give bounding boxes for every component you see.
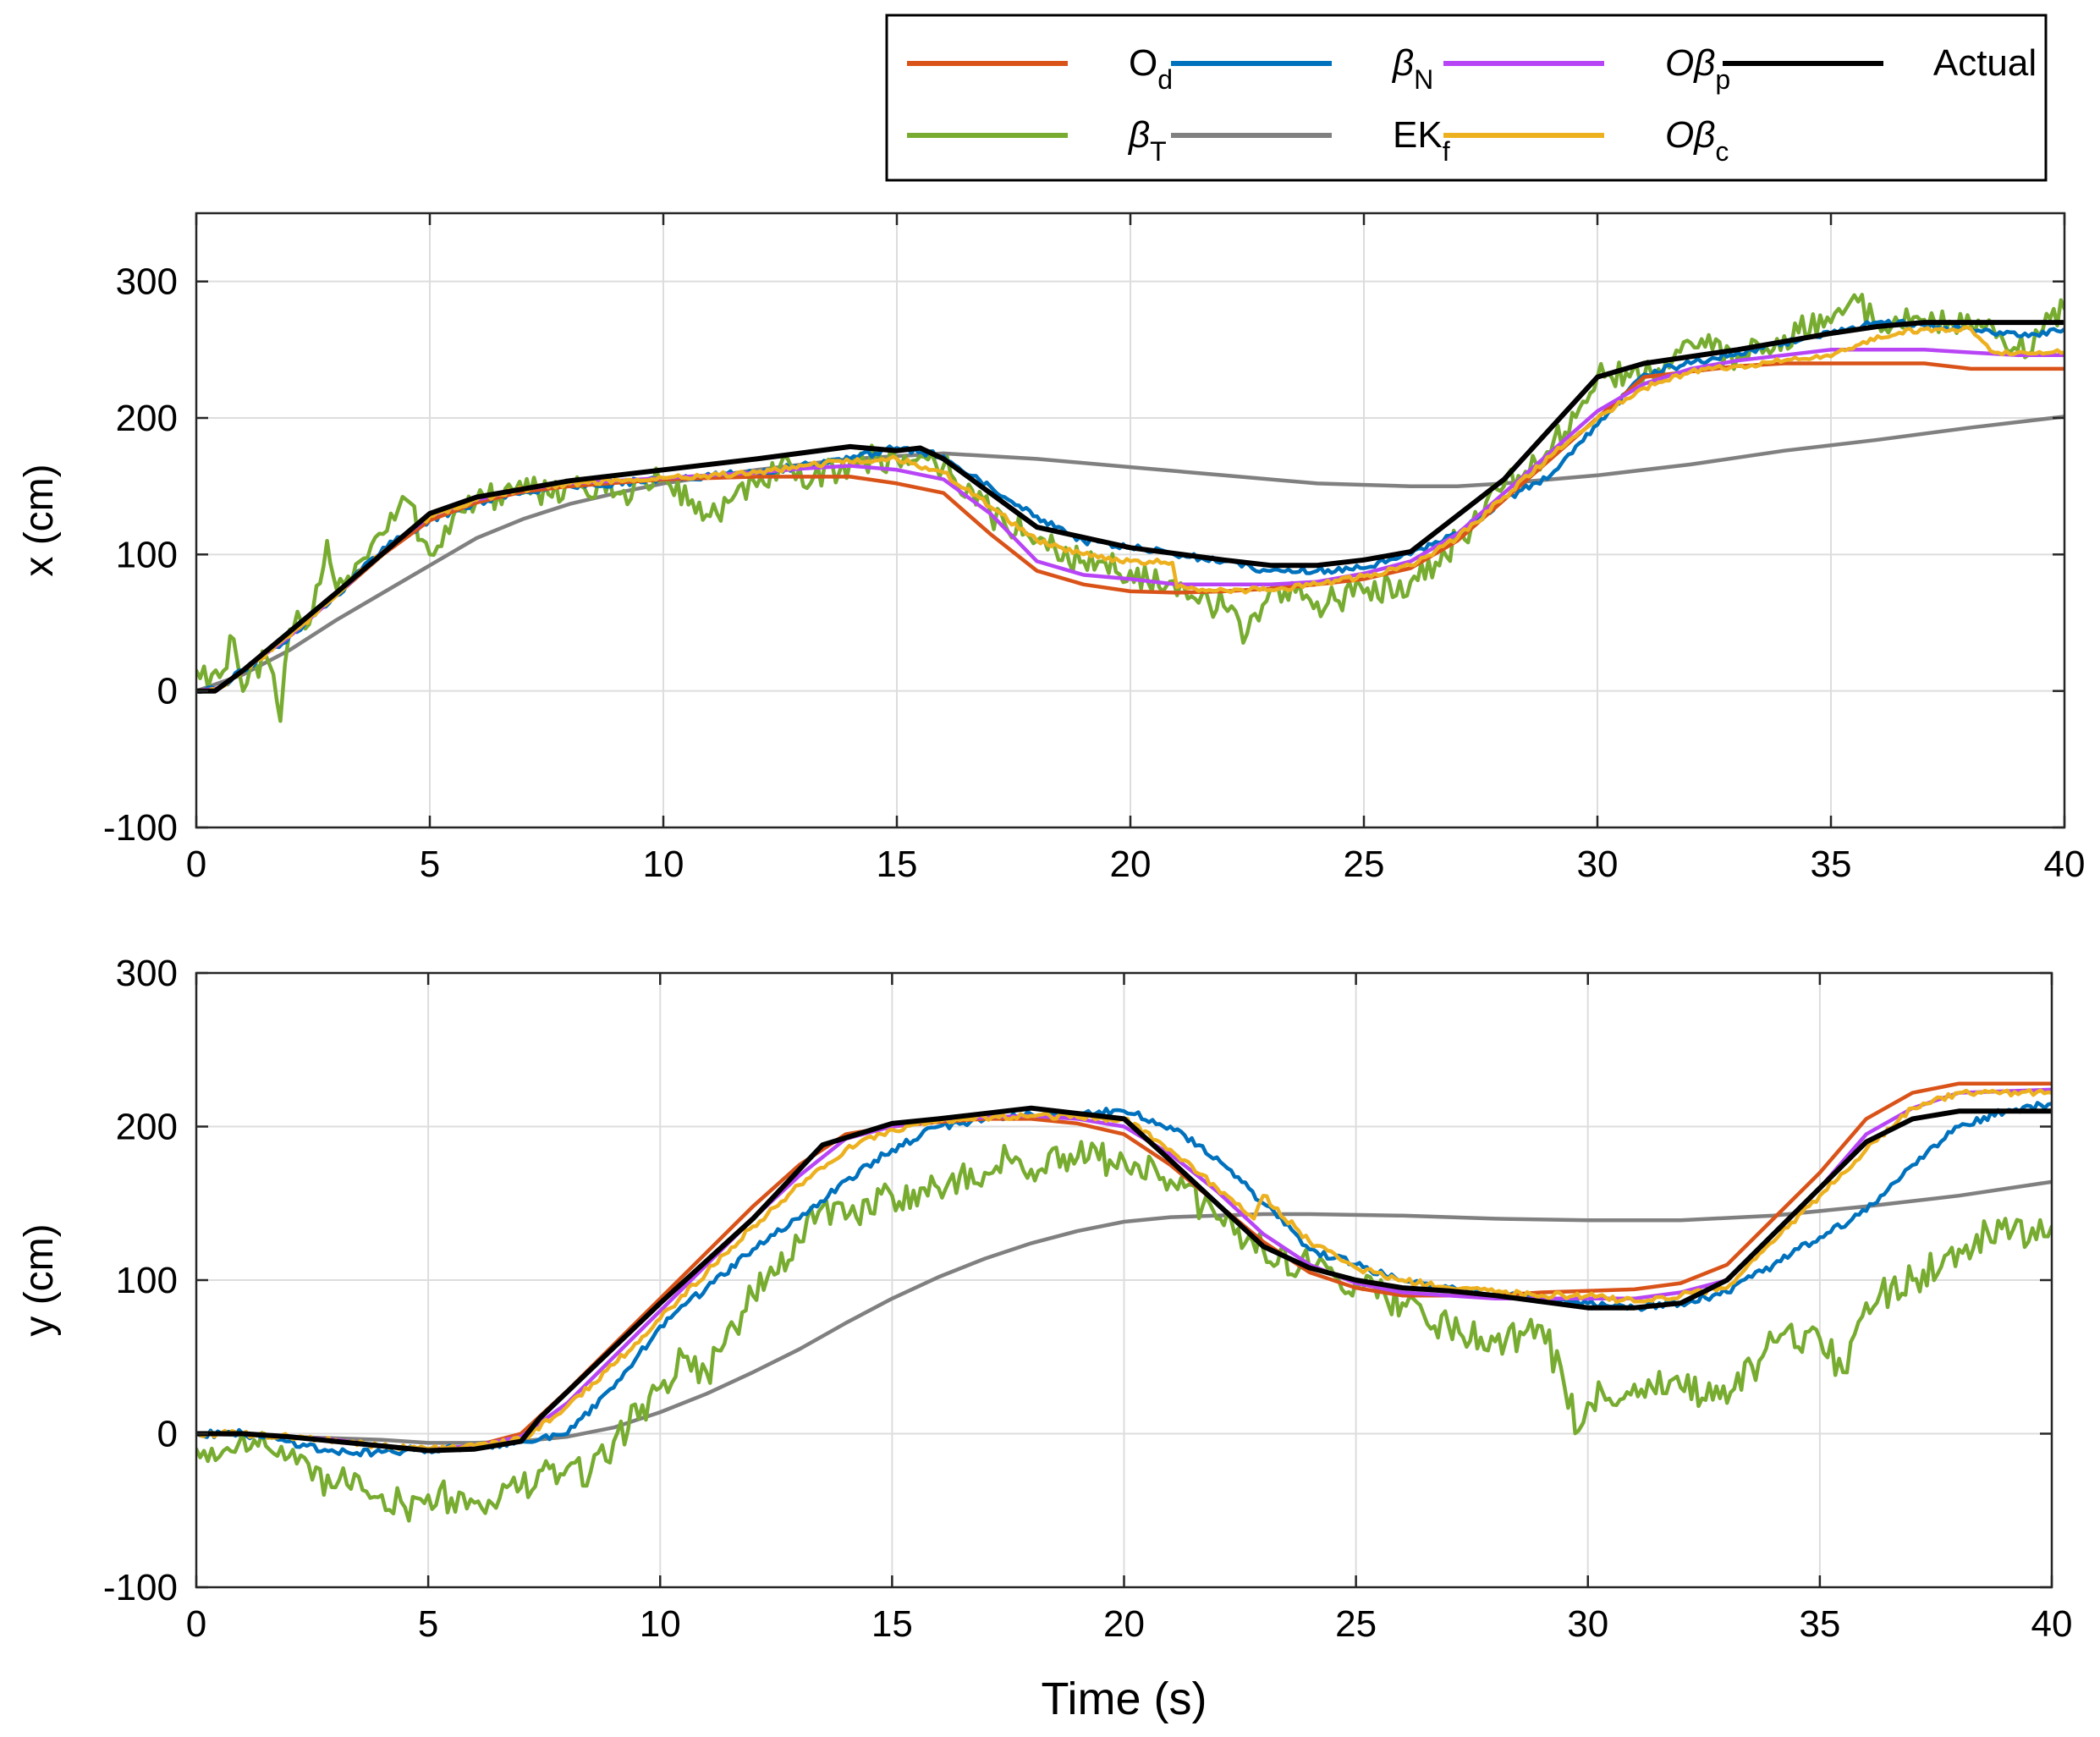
legend-entry-bt: βT [907, 114, 1167, 167]
legend-label-act: Actual [1933, 42, 2037, 84]
legend-label-ekf: EKf [1393, 114, 1450, 167]
legend-entry-obp: Oβp [1443, 42, 1730, 95]
series-line-act [196, 1105, 2052, 1454]
y-axis-label: x (cm) [17, 464, 62, 576]
series-group [196, 293, 2064, 723]
y-tick-label-300: 300 [116, 953, 178, 994]
series-line-ekf [196, 415, 2064, 693]
x-tick-label-10: 10 [640, 1603, 681, 1645]
legend-entry-ekf: EKf [1171, 114, 1450, 167]
x-tick-label-25: 25 [1344, 844, 1385, 885]
y-tick-label--100: -100 [103, 1567, 178, 1608]
legend-entry-obc: Oβc [1443, 114, 1729, 167]
x-tick-label-0: 0 [186, 1603, 206, 1645]
y-tick-label-300: 300 [116, 261, 178, 303]
legend-box [885, 14, 2048, 182]
y-tick-label-100: 100 [116, 534, 178, 575]
legend-label-bt: βT [1127, 114, 1167, 167]
legend-label-od: Od [1129, 42, 1173, 95]
y-tick-label-200: 200 [116, 1107, 178, 1148]
series-line-bt [196, 1140, 2052, 1523]
x-tick-label-5: 5 [418, 1603, 438, 1645]
series-line-act [196, 320, 2064, 694]
x-tick-label-15: 15 [877, 844, 918, 885]
x-tick-label-35: 35 [1811, 844, 1852, 885]
x-tick-label-10: 10 [643, 844, 684, 885]
x-tick-label-30: 30 [1567, 1603, 1608, 1645]
y-tick-label-100: 100 [116, 1260, 178, 1301]
x-axis-label: Time (s) [1042, 1674, 1207, 1724]
x-tick-label-35: 35 [1799, 1603, 1840, 1645]
x-tick-label-40: 40 [2044, 844, 2086, 885]
x-tick-label-30: 30 [1577, 844, 1619, 885]
y-tick-label-0: 0 [157, 1414, 178, 1455]
x-tick-label-15: 15 [871, 1603, 913, 1645]
legend-entry-act: Actual [1723, 42, 2037, 84]
legend-entry-od: Od [907, 42, 1173, 95]
legend-label-bn: βN [1391, 42, 1433, 95]
x-tick-label-5: 5 [420, 844, 440, 885]
y-axis-label: y (cm) [17, 1223, 62, 1336]
x-tick-label-20: 20 [1110, 844, 1152, 885]
legend-label-obc: Oβc [1665, 114, 1729, 167]
x-tick-label-25: 25 [1335, 1603, 1377, 1645]
y-tick-label-0: 0 [157, 671, 178, 712]
y-tick-label-200: 200 [116, 398, 178, 439]
legend-label-obp: Oβp [1665, 42, 1730, 95]
x-tick-label-0: 0 [186, 844, 206, 885]
series-group [196, 1081, 2052, 1523]
legend-entry-bn: βN [1171, 42, 1433, 95]
x-tick-label-40: 40 [2031, 1603, 2073, 1645]
x-tick-label-20: 20 [1103, 1603, 1145, 1645]
legend: Od βN Oβp Actual βT EKf Oβc [885, 14, 2048, 182]
y-tick-label--100: -100 [103, 807, 178, 849]
